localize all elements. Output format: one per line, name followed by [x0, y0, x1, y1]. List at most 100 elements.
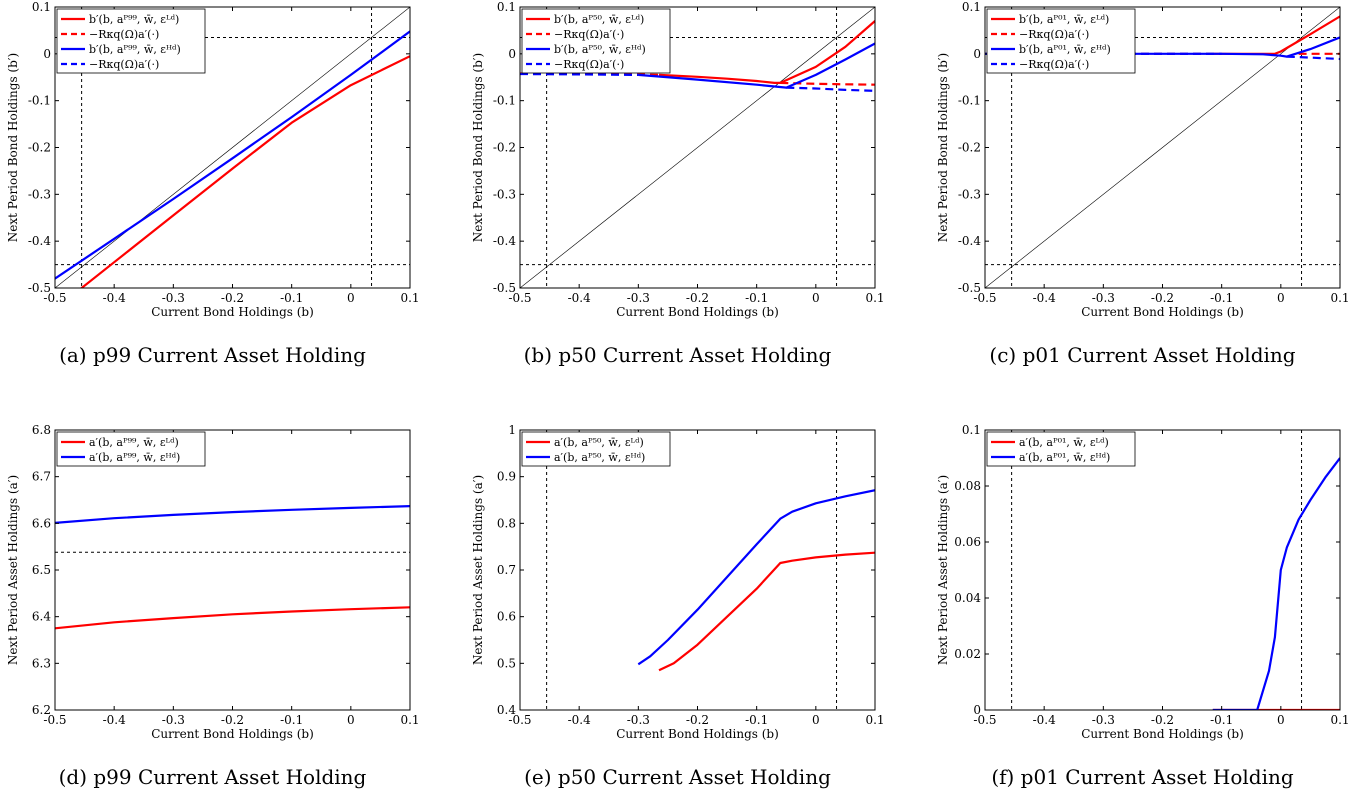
- y-tick-label: 1: [508, 423, 516, 437]
- y-tick-label: 6.7: [32, 470, 51, 484]
- x-tick-label: -0.1: [1210, 291, 1233, 305]
- y-tick-label: 0: [973, 47, 981, 61]
- diagonal-45-line: [55, 7, 410, 288]
- series-line-1: [55, 505, 410, 524]
- x-tick-label: -0.2: [686, 291, 709, 305]
- series-line-0: [658, 551, 875, 672]
- y-tick-label: 0.9: [497, 470, 516, 484]
- plot-contents: [985, 430, 1340, 710]
- series-line-0: [658, 20, 875, 85]
- y-tick-label: 0.1: [32, 0, 51, 14]
- y-axis-label: Next Period Asset Holdings (a′): [936, 475, 950, 665]
- y-tick-label: 6.2: [32, 703, 51, 717]
- series-line-1: [637, 489, 875, 666]
- legend-label: −Rκq(Ω)a′(·): [554, 28, 624, 41]
- legend: a′(b, aᴾ⁹⁹, w̄, εᴸᵈ) a′(b, aᴾ⁹⁹, w̄, εᴴᵈ): [56, 431, 206, 467]
- panel-caption: (c) p01 Current Asset Holding: [989, 343, 1295, 367]
- x-tick-label: -0.1: [280, 713, 303, 727]
- x-tick-label: -0.5: [973, 291, 996, 305]
- y-tick-label: 0.1: [497, 0, 516, 14]
- x-tick-label: 0.1: [400, 291, 419, 305]
- y-tick-label: 6.6: [32, 516, 51, 530]
- chart-panel-b: -0.5 -0.4 -0.3 -0.2 -0.1 0 0.1 -0.5 -0.4 -0.3 -0.2…: [471, 0, 885, 367]
- y-tick-label: 0: [508, 47, 516, 61]
- y-tick-label: 6.3: [32, 656, 51, 670]
- legend-label: a′(b, aᴾ⁵⁰, w̄, εᴴᵈ): [554, 451, 645, 464]
- plot-area: [520, 430, 875, 710]
- x-tick-label: -0.1: [745, 291, 768, 305]
- panel-caption: (a) p99 Current Asset Holding: [59, 343, 366, 367]
- x-tick-label: 0.1: [400, 713, 419, 727]
- legend-label: a′(b, aᴾ⁹⁹, w̄, εᴸᵈ): [89, 436, 179, 449]
- y-tick-label: -0.2: [28, 141, 51, 155]
- x-tick-label: -0.2: [1151, 291, 1174, 305]
- legend-label: −Rκq(Ω)a′(·): [89, 28, 159, 41]
- legend-label: −Rκq(Ω)a′(·): [1019, 28, 1089, 41]
- legend-label: b′(b, aᴾ⁰¹, w̄, εᴴᵈ): [1019, 43, 1111, 56]
- legend-box: [521, 431, 671, 467]
- diagonal-45-line: [520, 7, 875, 288]
- x-tick-label: -0.4: [103, 291, 127, 305]
- x-tick-label: -0.1: [1210, 713, 1233, 727]
- legend-label: a′(b, aᴾ⁰¹, w̄, εᴸᵈ): [1019, 436, 1109, 449]
- x-axis-label: Current Bond Holdings (b): [151, 305, 314, 319]
- y-tick-label: -0.4: [958, 234, 982, 248]
- y-tick-label: 0.04: [954, 591, 981, 605]
- x-tick-label: -0.5: [508, 713, 531, 727]
- y-axis-label: Next Period Bond Holdings (b′): [6, 53, 20, 242]
- y-axis-label: Next Period Asset Holdings (a′): [6, 475, 20, 665]
- y-tick-label: -0.2: [958, 141, 981, 155]
- chart-panel-c: -0.5 -0.4 -0.3 -0.2 -0.1 0 0.1 -0.5 -0.4 -0.3 -0.2…: [936, 0, 1350, 367]
- legend-label: a′(b, aᴾ⁹⁹, w̄, εᴴᵈ): [89, 451, 180, 464]
- legend: b′(b, aᴾ⁵⁰, w̄, εᴸᵈ) −Rκq(Ω)a′(·) b′(b, aᴾ…: [521, 8, 671, 74]
- x-tick-label: 0.1: [1330, 713, 1349, 727]
- y-tick-label: -0.3: [493, 187, 516, 201]
- y-tick-label: -0.4: [28, 234, 52, 248]
- panel-caption: (b) p50 Current Asset Holding: [524, 343, 832, 367]
- x-tick-label: 0: [1277, 713, 1285, 727]
- plot-contents: [546, 430, 875, 710]
- x-tick-label: -0.3: [162, 291, 185, 305]
- x-tick-label: -0.2: [221, 291, 244, 305]
- x-axis-label: Current Bond Holdings (b): [616, 305, 779, 319]
- x-tick-label: -0.4: [1033, 291, 1057, 305]
- x-axis-label: Current Bond Holdings (b): [1081, 727, 1244, 741]
- plot-area: [985, 430, 1340, 710]
- x-tick-label: -0.5: [43, 291, 66, 305]
- legend-label: −Rκq(Ω)a′(·): [1019, 58, 1089, 71]
- y-axis-label: Next Period Bond Holdings (b′): [471, 53, 485, 242]
- x-tick-label: -0.4: [1033, 713, 1057, 727]
- y-tick-label: 0.7: [497, 563, 516, 577]
- y-tick-label: 0: [43, 47, 51, 61]
- x-tick-label: 0.1: [865, 713, 884, 727]
- x-tick-label: 0: [812, 713, 820, 727]
- x-tick-label: -0.5: [973, 713, 996, 727]
- legend-box: [986, 431, 1136, 467]
- plot-contents: [520, 7, 875, 288]
- panel-caption: (d) p99 Current Asset Holding: [59, 765, 367, 789]
- x-tick-label: -0.2: [1151, 713, 1174, 727]
- x-axis-label: Current Bond Holdings (b): [151, 727, 314, 741]
- y-tick-label: -0.4: [493, 234, 517, 248]
- series-line-5: [786, 86, 875, 92]
- y-tick-label: 0.02: [954, 647, 981, 661]
- series-line-0: [79, 55, 410, 288]
- x-tick-label: 0: [347, 291, 355, 305]
- chart-panel-a: -0.5 -0.4 -0.3 -0.2 -0.1 0 0.1 -0.5 -0.4 -0.3 -0.2…: [6, 0, 420, 367]
- legend-label: b′(b, aᴾ⁵⁰, w̄, εᴸᵈ): [554, 13, 644, 26]
- y-axis-label: Next Period Bond Holdings (b′): [936, 53, 950, 242]
- x-tick-label: 0: [347, 713, 355, 727]
- panel-caption: (f) p01 Current Asset Holding: [991, 765, 1294, 789]
- legend-label: b′(b, aᴾ⁹⁹, w̄, εᴸᵈ): [89, 13, 179, 26]
- x-tick-label: -0.3: [627, 713, 650, 727]
- legend-box: [56, 431, 206, 467]
- x-tick-label: -0.5: [43, 713, 66, 727]
- x-tick-label: -0.3: [627, 291, 650, 305]
- y-axis-label: Next Period Asset Holdings (a′): [471, 475, 485, 665]
- x-axis-label: Current Bond Holdings (b): [1081, 305, 1244, 319]
- x-tick-label: -0.4: [568, 291, 592, 305]
- y-tick-label: 0.8: [497, 516, 516, 530]
- x-tick-label: -0.2: [221, 713, 244, 727]
- y-tick-label: -0.2: [493, 141, 516, 155]
- y-tick-label: 0.1: [962, 0, 981, 14]
